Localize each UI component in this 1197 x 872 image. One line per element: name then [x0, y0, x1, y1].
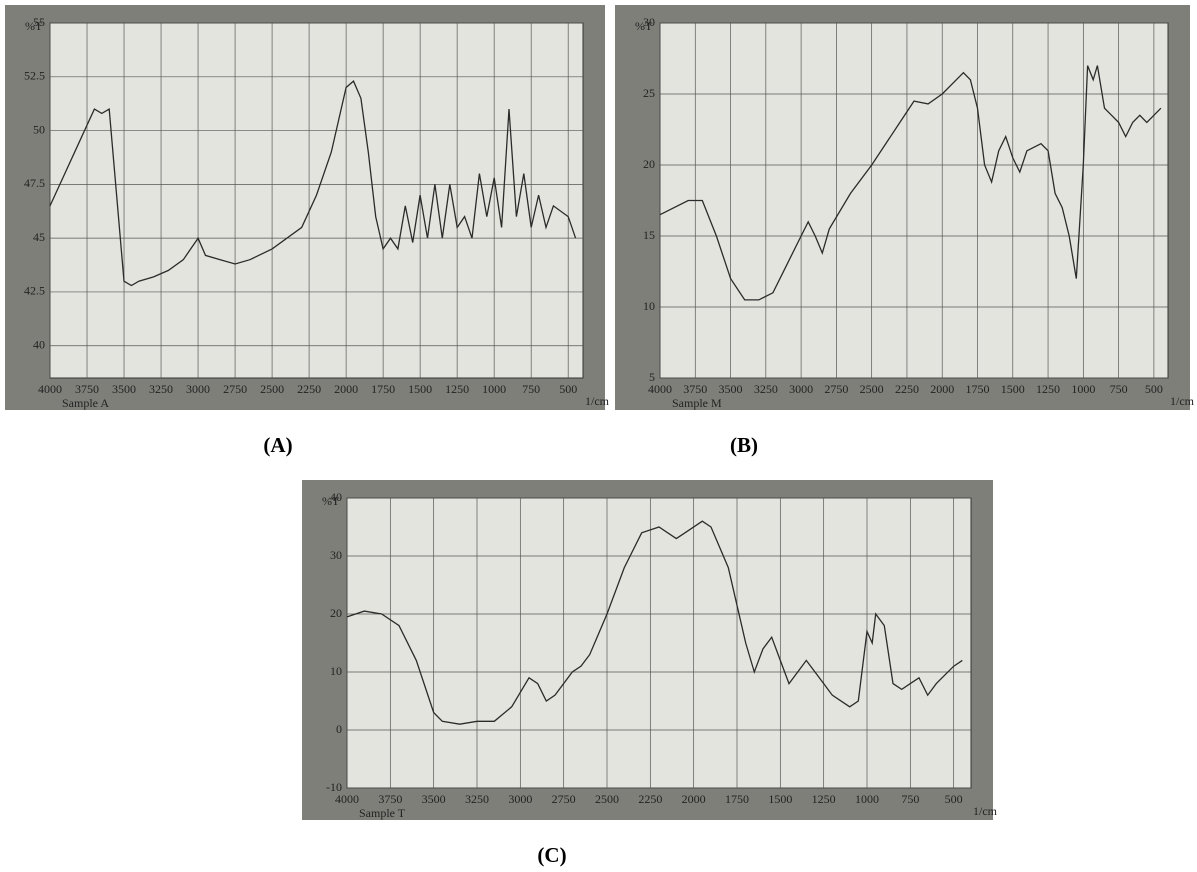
x-tick-label: 1000: [855, 792, 879, 806]
y-tick-label: 25: [643, 86, 655, 100]
x-tick-label: 750: [1110, 382, 1128, 396]
y-tick-label: 10: [330, 664, 342, 678]
x-tick-label: 1000: [482, 382, 506, 396]
x-tick-label: 1750: [371, 382, 395, 396]
x-tick-label: 1500: [1001, 382, 1025, 396]
plot-area: [347, 498, 971, 788]
x-tick-label: 1250: [445, 382, 469, 396]
y-tick-label: 30: [330, 548, 342, 562]
x-tick-label: 3000: [508, 792, 532, 806]
sample-label: Sample T: [359, 806, 406, 820]
x-axis-label: 1/cm: [1170, 394, 1195, 408]
x-tick-label: 4000: [335, 792, 359, 806]
x-tick-label: 1250: [1036, 382, 1060, 396]
x-tick-label: 3250: [465, 792, 489, 806]
y-tick-label: 52.5: [24, 69, 45, 83]
x-tick-label: 3500: [422, 792, 446, 806]
x-tick-label: 500: [945, 792, 963, 806]
y-tick-label: 20: [330, 606, 342, 620]
panel-caption: (B): [730, 433, 758, 457]
sample-label: Sample M: [672, 396, 722, 410]
x-tick-label: 3500: [719, 382, 743, 396]
x-tick-label: 2750: [223, 382, 247, 396]
x-tick-label: 3000: [789, 382, 813, 396]
x-tick-label: 750: [522, 382, 540, 396]
y-tick-label: 10: [643, 299, 655, 313]
y-axis-label: %T: [322, 494, 340, 508]
x-tick-label: 2750: [552, 792, 576, 806]
x-tick-label: 3750: [75, 382, 99, 396]
x-tick-label: 1000: [1071, 382, 1095, 396]
panel-caption: (A): [263, 433, 292, 457]
x-tick-label: 3750: [683, 382, 707, 396]
x-tick-label: 750: [901, 792, 919, 806]
y-tick-label: 50: [33, 122, 45, 136]
sample-label: Sample A: [62, 396, 109, 410]
x-tick-label: 1500: [768, 792, 792, 806]
y-tick-label: 47.5: [24, 176, 45, 190]
y-tick-label: 45: [33, 230, 45, 244]
y-tick-label: 40: [33, 337, 45, 351]
x-tick-label: 1500: [408, 382, 432, 396]
x-tick-label: 500: [1145, 382, 1163, 396]
x-tick-label: 2500: [260, 382, 284, 396]
x-tick-label: 3000: [186, 382, 210, 396]
x-tick-label: 3250: [754, 382, 778, 396]
x-tick-label: 3500: [112, 382, 136, 396]
x-tick-label: 1250: [812, 792, 836, 806]
y-tick-label: 15: [643, 228, 655, 242]
x-axis-label: 1/cm: [973, 804, 998, 818]
x-tick-label: 2000: [930, 382, 954, 396]
x-tick-label: 3250: [149, 382, 173, 396]
x-tick-label: 4000: [648, 382, 672, 396]
x-tick-label: 2000: [682, 792, 706, 806]
x-tick-label: 3750: [378, 792, 402, 806]
x-tick-label: 2750: [824, 382, 848, 396]
panel-caption: (C): [537, 843, 566, 867]
y-tick-label: 0: [336, 722, 342, 736]
x-tick-label: 2000: [334, 382, 358, 396]
y-axis-label: %T: [25, 19, 43, 33]
y-tick-label: 20: [643, 157, 655, 171]
x-tick-label: 1750: [966, 382, 990, 396]
x-tick-label: 2250: [638, 792, 662, 806]
figure: 4042.54547.55052.55540003750350032503000…: [0, 0, 1197, 872]
y-tick-label: 42.5: [24, 284, 45, 298]
x-tick-label: 2250: [895, 382, 919, 396]
y-axis-label: %T: [635, 19, 653, 33]
x-tick-label: 2500: [595, 792, 619, 806]
x-tick-label: 4000: [38, 382, 62, 396]
x-tick-label: 500: [559, 382, 577, 396]
x-axis-label: 1/cm: [585, 394, 610, 408]
x-tick-label: 1750: [725, 792, 749, 806]
x-tick-label: 2250: [297, 382, 321, 396]
x-tick-label: 2500: [860, 382, 884, 396]
